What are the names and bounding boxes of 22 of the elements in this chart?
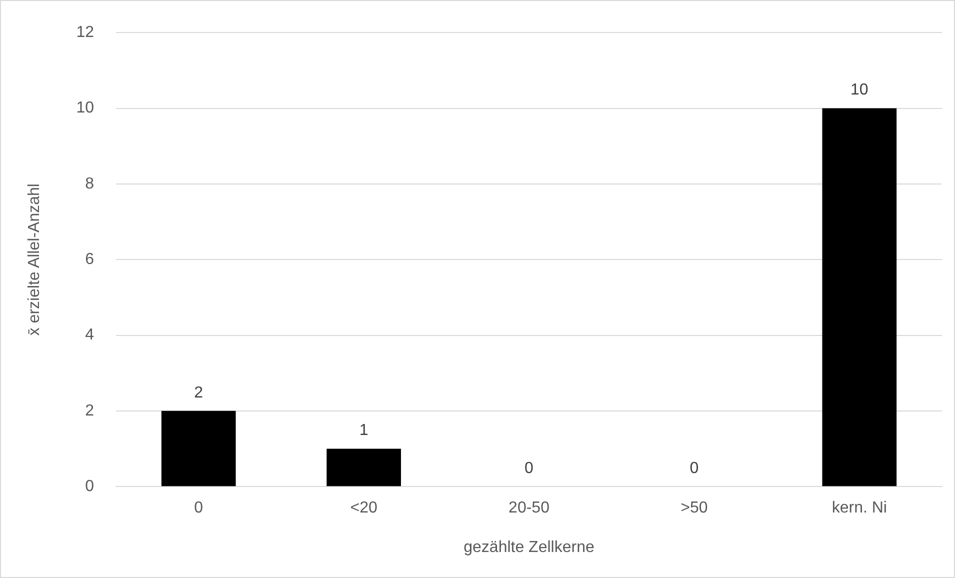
y-axis-title: x̄ erzielte Allel-Anzahl xyxy=(26,184,44,336)
bar xyxy=(822,108,897,486)
data-label: 1 xyxy=(359,422,368,440)
x-tick-label: 0 xyxy=(194,500,204,517)
x-tick-label: <20 xyxy=(350,500,378,517)
y-tick-label: 8 xyxy=(85,175,94,192)
y-tick-label: 10 xyxy=(76,100,94,117)
data-label: 0 xyxy=(524,460,534,478)
x-tick-label: kern. Ni xyxy=(832,500,887,517)
y-tick-label: 2 xyxy=(85,402,94,420)
data-label: 0 xyxy=(690,460,699,478)
data-label: 2 xyxy=(194,384,204,402)
y-tick-label: 6 xyxy=(85,251,94,268)
x-axis-title: gezählte Zellkerne xyxy=(464,538,594,556)
x-tick-label: 20-50 xyxy=(508,500,550,517)
y-tick-label: 12 xyxy=(76,24,94,42)
y-tick-label: 0 xyxy=(85,478,94,496)
bar xyxy=(161,410,236,486)
bar xyxy=(326,448,401,486)
y-tick-label: 4 xyxy=(85,326,94,344)
x-tick-label: >50 xyxy=(680,500,708,517)
data-label: 10 xyxy=(850,82,868,99)
